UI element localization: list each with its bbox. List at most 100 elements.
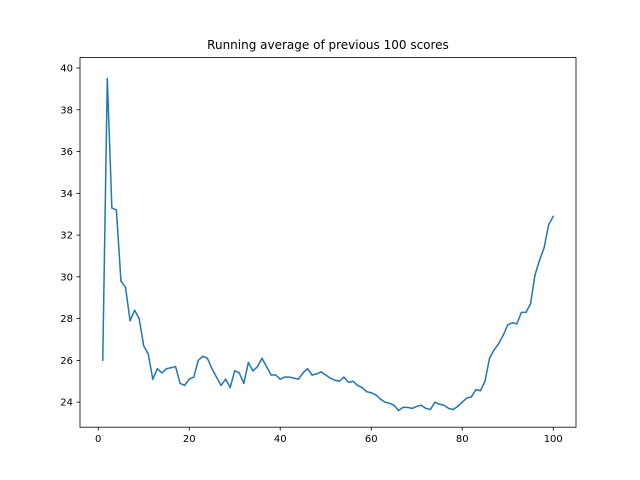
data-point (206, 357, 209, 360)
data-point (274, 374, 277, 376)
data-point (397, 409, 400, 412)
data-point (356, 384, 359, 387)
data-point (297, 378, 300, 380)
data-point (170, 366, 172, 369)
data-point (256, 365, 259, 368)
data-point (488, 357, 491, 360)
data-point (270, 374, 272, 376)
data-point (447, 407, 450, 410)
x-tick-label: 100 (544, 434, 563, 445)
data-point (247, 361, 250, 364)
data-point (438, 403, 441, 405)
axis-ticks: 0 20 40 60 80 100 24 26 28 30 32 34 36 38 40 (60, 64, 563, 446)
data-point (165, 367, 168, 370)
data-point (479, 389, 482, 392)
data-point (466, 397, 468, 399)
data-point (106, 77, 109, 80)
y-tick-label: 34 (60, 189, 73, 200)
data-point (415, 405, 418, 408)
data-point (129, 319, 131, 322)
data-point (193, 376, 195, 378)
data-point (525, 311, 527, 314)
data-point (443, 404, 445, 407)
data-point (238, 372, 241, 374)
data-point (152, 378, 154, 380)
y-tick-label: 32 (60, 231, 73, 242)
data-point (520, 311, 523, 314)
data-point (120, 280, 122, 282)
data-point (534, 274, 536, 276)
data-point (484, 380, 486, 383)
data-point (343, 376, 345, 378)
data-point (306, 367, 309, 370)
data-point (461, 401, 463, 403)
y-tick-label: 40 (60, 64, 73, 75)
y-tick-label: 24 (60, 398, 73, 409)
data-point (429, 408, 432, 411)
data-point (516, 323, 518, 325)
data-point (284, 376, 286, 378)
data-point (102, 359, 104, 362)
data-point (261, 357, 263, 360)
data-point (388, 402, 391, 404)
data-point (402, 406, 404, 409)
data-point (361, 386, 363, 389)
y-tick-label: 30 (60, 272, 73, 283)
x-tick-label: 60 (365, 434, 378, 445)
data-point (315, 373, 318, 375)
data-point (229, 386, 231, 389)
y-tick-label: 28 (60, 314, 73, 325)
data-point (142, 345, 145, 347)
data-point (293, 377, 295, 379)
data-point (420, 404, 423, 407)
data-point (375, 394, 377, 396)
data-point (493, 349, 495, 351)
data-point (452, 408, 454, 411)
data-point (288, 376, 291, 378)
data-point (538, 259, 541, 261)
data-point (183, 384, 186, 387)
data-point (188, 378, 190, 380)
x-tick-label: 40 (274, 434, 287, 445)
data-point (124, 286, 127, 289)
data-point (279, 378, 281, 380)
data-point (506, 324, 509, 326)
data-point (329, 377, 332, 379)
data-point (552, 215, 554, 218)
x-tick-label: 80 (456, 434, 469, 445)
data-point (365, 390, 368, 393)
data-point (252, 370, 254, 372)
data-point (502, 334, 504, 337)
x-tick-label: 20 (183, 434, 196, 445)
data-point (320, 371, 322, 373)
data-point (456, 405, 459, 408)
data-point (497, 342, 500, 345)
y-tick-label: 26 (60, 356, 73, 367)
data-point (411, 407, 413, 410)
data-point (334, 379, 336, 381)
data-point (370, 391, 372, 394)
data-point (211, 367, 213, 370)
y-tick-label: 38 (60, 105, 73, 116)
data-point (156, 367, 159, 370)
data-point (547, 223, 550, 226)
data-points (102, 77, 554, 412)
data-point (302, 372, 304, 374)
data-point (384, 401, 386, 403)
plot-area-frame (79, 57, 577, 428)
data-point (243, 382, 245, 385)
data-point (179, 382, 181, 385)
data-point (352, 380, 354, 383)
data-point (161, 372, 163, 374)
data-point (338, 380, 341, 383)
data-point (379, 398, 382, 400)
x-tick-label: 0 (95, 434, 101, 445)
y-tick-label: 36 (60, 147, 73, 158)
data-point (147, 353, 150, 355)
data-point (347, 381, 350, 384)
data-point (224, 378, 227, 380)
data-point (197, 359, 200, 362)
data-point (393, 404, 395, 407)
data-point (406, 406, 409, 409)
